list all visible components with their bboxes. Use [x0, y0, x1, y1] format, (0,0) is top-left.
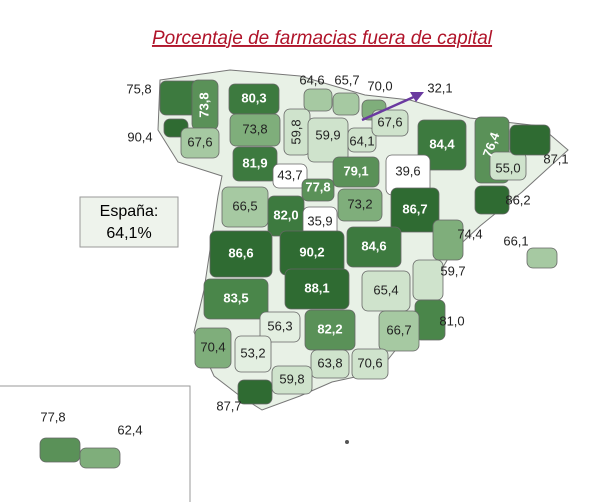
province-label: 84,6 [361, 238, 386, 253]
province [347, 127, 377, 153]
province-label: 90,2 [299, 244, 324, 259]
province-label: 65,4 [373, 282, 398, 297]
summary-value: 64,1% [106, 225, 151, 242]
province-label: 67,6 [377, 114, 402, 129]
province-label: 75,8 [126, 81, 151, 96]
province-label: 80,3 [241, 90, 266, 105]
province-label: 73,8 [196, 92, 211, 117]
province-label: 67,6 [187, 134, 212, 149]
province [180, 127, 220, 159]
province [209, 230, 273, 278]
province-label: 35,9 [307, 213, 332, 228]
province-label: 59,7 [440, 263, 465, 278]
province [390, 187, 440, 233]
province [332, 92, 360, 116]
province-label: 66,5 [232, 198, 257, 213]
province [346, 226, 402, 268]
province-label: 63,8 [317, 355, 342, 370]
province-label: 81,9 [242, 155, 267, 170]
province-label: 73,8 [242, 121, 267, 136]
province-label: 59,9 [315, 127, 340, 142]
province [271, 365, 313, 395]
province-label: 90,4 [127, 129, 152, 144]
province [301, 178, 335, 202]
province [489, 151, 527, 181]
province-label: 56,3 [267, 318, 292, 333]
province-label: 74,4 [457, 226, 482, 241]
province-label: 64,6 [299, 72, 324, 87]
frame [0, 385, 191, 502]
province [79, 447, 121, 469]
province-label: 64,1 [349, 133, 374, 148]
province-label: 86,7 [402, 201, 427, 216]
province [310, 349, 350, 379]
province [417, 119, 467, 171]
province-label: 82,0 [273, 207, 298, 222]
province-label: 55,0 [495, 160, 520, 175]
province [259, 311, 301, 343]
province [474, 185, 510, 215]
province [332, 156, 380, 188]
province [234, 335, 272, 373]
arrow [361, 94, 417, 122]
province-label: 70,4 [200, 339, 225, 354]
province [229, 113, 281, 147]
province-label: 84,4 [429, 136, 455, 151]
province [337, 188, 383, 222]
summary-label: España: [100, 203, 159, 220]
province-label: 81,0 [439, 313, 464, 328]
province [303, 88, 333, 112]
province-label: 86,2 [505, 192, 530, 207]
province-label: 87,7 [216, 398, 241, 413]
province-label: 83,5 [223, 290, 248, 305]
province [378, 310, 420, 352]
province [203, 278, 269, 320]
province-label: 70,0 [367, 78, 392, 93]
province [432, 219, 464, 261]
province [371, 109, 409, 137]
province [412, 259, 444, 301]
dot [345, 440, 349, 444]
province-label: 66,7 [386, 322, 411, 337]
map-title: Porcentaje de farmacias fuera de capital [152, 28, 493, 49]
province-label: 88,1 [304, 280, 329, 295]
province-label: 79,1 [343, 163, 368, 178]
province-label: 82,2 [317, 321, 342, 336]
summary-box [79, 196, 179, 248]
province-label: 32,1 [427, 80, 452, 95]
province [509, 124, 551, 156]
province-label: 39,6 [395, 163, 420, 178]
province [237, 379, 273, 405]
province-label: 77,8 [305, 179, 330, 194]
province-label: 53,2 [240, 345, 265, 360]
province-label: 65,7 [334, 72, 359, 87]
province-label: 86,6 [228, 245, 253, 260]
province [284, 268, 350, 310]
province-label: 43,7 [277, 167, 302, 182]
province-label: 66,1 [503, 233, 528, 248]
province [194, 327, 232, 369]
province [39, 437, 81, 463]
province-label: 59,8 [279, 371, 304, 386]
province-label: 77,8 [40, 409, 65, 424]
province [272, 163, 308, 189]
province-label: 70,6 [357, 355, 382, 370]
province-label: 73,2 [347, 196, 372, 211]
province [351, 348, 389, 380]
province [526, 247, 558, 269]
province-label: 62,4 [117, 422, 142, 437]
province-label: 59,8 [288, 119, 303, 144]
province-label: 87,1 [543, 151, 568, 166]
arrow-head [410, 92, 424, 102]
